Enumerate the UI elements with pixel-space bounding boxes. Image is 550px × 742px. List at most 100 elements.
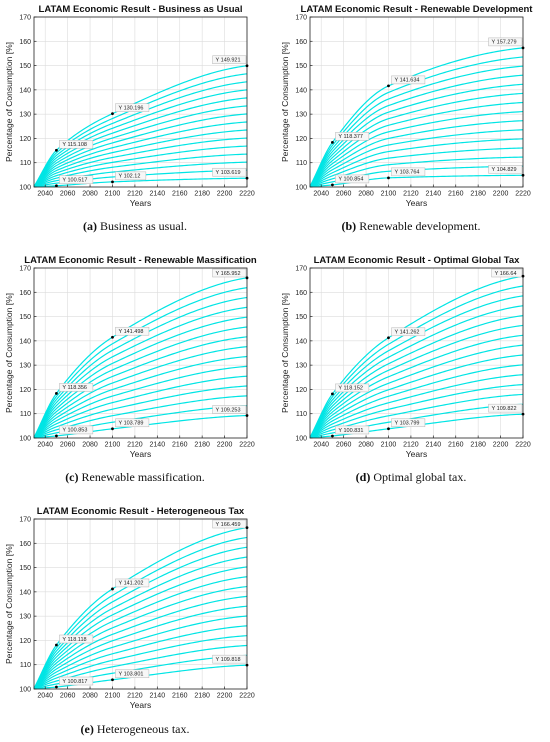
data-tip-label: Y 166.459 xyxy=(216,522,241,528)
chart-panel-c: LATAM Economic Result - Renewable Massif… xyxy=(0,251,270,466)
y-tick-label: 160 xyxy=(19,39,31,46)
caption-c-text: Renewable massification. xyxy=(78,470,205,484)
x-tick-label: 2100 xyxy=(105,191,121,198)
y-tick-label: 110 xyxy=(20,411,31,418)
data-tip-marker xyxy=(111,587,114,591)
x-tick-label: 2080 xyxy=(82,442,98,449)
data-tip[interactable]: Y 115.108 xyxy=(55,140,94,152)
data-tip-label: Y 166.64 xyxy=(495,271,517,277)
data-tip-box xyxy=(335,383,370,393)
caption-b-text: Renewable development. xyxy=(356,219,481,233)
x-tick-label: 2200 xyxy=(217,191,233,198)
data-tip[interactable]: Y 104.829 xyxy=(488,165,525,177)
data-tip-marker xyxy=(245,663,249,667)
data-tip-box xyxy=(391,327,426,337)
y-tick-label: 110 xyxy=(296,411,307,418)
x-tick-label: 2140 xyxy=(150,191,166,198)
data-tip-box xyxy=(59,383,94,392)
data-tip[interactable]: Y 118.118 xyxy=(55,634,94,647)
data-tip[interactable]: Y 141.262 xyxy=(387,327,426,340)
x-tick-label: 2180 xyxy=(194,191,210,198)
chart-b-svg: LATAM Economic Result - Renewable Develo… xyxy=(280,4,533,208)
x-tick-label: 2060 xyxy=(60,191,76,198)
data-tip-marker xyxy=(521,412,525,416)
series-line-4 xyxy=(309,147,524,188)
data-tip[interactable]: Y 103.789 xyxy=(111,418,150,431)
data-tip[interactable]: Y 166.459 xyxy=(212,519,249,529)
x-tick-label: 2160 xyxy=(448,442,464,449)
data-tip[interactable]: Y 141.634 xyxy=(387,75,426,88)
data-tip[interactable]: Y 141.498 xyxy=(111,326,150,339)
data-tip-marker xyxy=(331,140,334,144)
y-axis-label: Percentage of Consumption [%] xyxy=(4,293,14,413)
data-tip[interactable]: Y 118.356 xyxy=(55,383,94,395)
data-tip[interactable]: Y 100.831 xyxy=(331,425,370,438)
caption-e-text: Heterogeneous tax. xyxy=(93,722,190,736)
data-tip-label: Y 103.619 xyxy=(216,170,241,176)
y-tick-label: 140 xyxy=(19,338,31,345)
data-tip[interactable]: Y 102.12 xyxy=(111,171,147,184)
data-tip[interactable]: Y 109.818 xyxy=(212,654,249,667)
x-tick-label: 2040 xyxy=(37,191,53,198)
data-tip[interactable]: Y 100.517 xyxy=(55,175,94,188)
data-tip[interactable]: Y 103.619 xyxy=(212,167,249,180)
data-tip[interactable]: Y 118.377 xyxy=(331,132,370,144)
data-tip-box xyxy=(391,418,426,428)
y-tick-label: 160 xyxy=(19,541,31,548)
data-tip-box xyxy=(59,676,94,686)
data-tip[interactable]: Y 103.799 xyxy=(387,418,426,431)
x-axis-label: Years xyxy=(130,198,151,208)
x-tick-label: 2060 xyxy=(336,442,352,449)
data-tip[interactable]: Y 100.817 xyxy=(55,676,94,689)
x-tick-label: 2200 xyxy=(217,442,233,449)
data-tip-box xyxy=(59,140,94,149)
y-tick-label: 120 xyxy=(295,387,307,394)
data-tip-label: Y 103.799 xyxy=(394,421,419,427)
chart-title: LATAM Economic Result - Business as Usua… xyxy=(39,4,243,15)
y-axis-label: Percentage of Consumption [%] xyxy=(4,544,14,664)
y-axis-label: Percentage of Consumption [%] xyxy=(280,42,290,162)
x-axis-label: Years xyxy=(130,700,151,710)
data-tip[interactable]: Y 149.921 xyxy=(212,55,249,68)
data-tip-label: Y 141.498 xyxy=(118,329,143,335)
x-tick-label: 2220 xyxy=(515,442,531,449)
data-tip[interactable]: Y 130.196 xyxy=(111,103,150,116)
data-tip[interactable]: Y 165.952 xyxy=(212,268,249,280)
data-tip[interactable]: Y 157.279 xyxy=(488,37,525,50)
series-line-9 xyxy=(33,113,248,188)
data-tip-box xyxy=(115,103,150,112)
data-tip-label: Y 149.921 xyxy=(216,58,241,64)
y-tick-label: 110 xyxy=(296,160,307,167)
caption-e-letter: (e) xyxy=(80,722,94,736)
series-line-7 xyxy=(309,120,524,188)
data-tip[interactable]: Y 118.152 xyxy=(331,383,370,396)
x-tick-label: 2200 xyxy=(493,191,509,198)
data-tip[interactable]: Y 166.64 xyxy=(491,268,525,278)
data-tip-label: Y 103.764 xyxy=(394,170,419,176)
series-line-12 xyxy=(33,89,248,187)
data-tip[interactable]: Y 103.764 xyxy=(387,167,426,180)
series-line-4 xyxy=(33,153,248,188)
data-tip[interactable]: Y 103.801 xyxy=(111,669,150,682)
data-tip[interactable]: Y 109.822 xyxy=(488,403,525,416)
data-tip-box xyxy=(212,405,247,414)
series-line-10 xyxy=(33,576,248,689)
data-tip[interactable]: Y 109.253 xyxy=(212,405,249,417)
x-tick-label: 2100 xyxy=(105,693,121,700)
chart-a-svg: LATAM Economic Result - Business as Usua… xyxy=(4,4,255,208)
data-tip[interactable]: Y 100.854 xyxy=(331,174,370,187)
series-line-9 xyxy=(309,334,524,439)
data-tip-marker xyxy=(387,427,390,431)
y-tick-label: 170 xyxy=(19,266,31,273)
series-line-14 xyxy=(309,285,524,438)
x-tick-label: 2120 xyxy=(127,442,143,449)
axes-box xyxy=(309,267,524,439)
data-tip[interactable]: Y 100.853 xyxy=(55,425,94,438)
series-line-8 xyxy=(33,346,248,439)
data-tip-box xyxy=(335,132,370,141)
x-tick-label: 2160 xyxy=(448,191,464,198)
x-tick-label: 2080 xyxy=(358,191,374,198)
data-tip-box xyxy=(59,425,94,435)
data-tip-marker xyxy=(521,173,525,177)
data-tip[interactable]: Y 141.202 xyxy=(111,578,150,591)
